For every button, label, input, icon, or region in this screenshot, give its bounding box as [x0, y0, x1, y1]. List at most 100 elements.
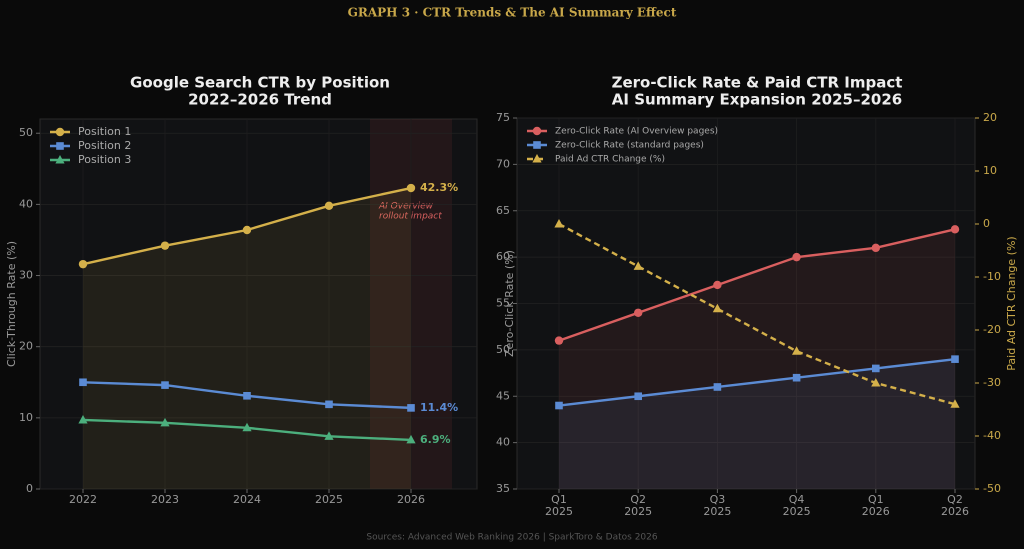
marker [532, 154, 542, 163]
end-label: 42.3% [420, 181, 458, 194]
y2-tick-label: 0 [983, 217, 990, 230]
legend-label: Paid Ad CTR Change (%) [555, 155, 665, 165]
marker [243, 391, 251, 400]
plot-area [39, 118, 478, 490]
marker [634, 392, 642, 401]
y-tick-label: 40 [19, 197, 33, 210]
x-tick-label: 2024 [233, 493, 261, 506]
marker [554, 336, 564, 345]
marker [242, 422, 252, 432]
annotation: AI Overview [378, 202, 434, 212]
marker [554, 219, 564, 228]
y-tick-label: 45 [496, 389, 510, 402]
marker [950, 399, 960, 408]
y-tick-label: 20 [19, 340, 33, 353]
marker [406, 183, 416, 193]
y-tick-label: 50 [19, 126, 33, 139]
y-tick-label: 40 [496, 436, 510, 449]
marker [634, 308, 643, 317]
marker [713, 383, 722, 391]
series-line [558, 222, 956, 406]
y-tick-label: 0 [26, 482, 33, 495]
series-area [83, 188, 411, 489]
y2-tick-label: -30 [983, 376, 1001, 389]
marker [242, 225, 252, 235]
marker [872, 364, 880, 373]
x-tick-label: Q3 [710, 493, 726, 506]
y-tick-label: 75 [496, 111, 510, 124]
marker [633, 261, 643, 270]
marker [325, 400, 333, 409]
y2-tick-label: -20 [983, 323, 1001, 336]
legend-label: Position 1 [78, 125, 131, 138]
marker [78, 259, 88, 269]
marker [324, 201, 334, 211]
x-tick-label: Q2 [947, 493, 963, 506]
y-tick-label: 65 [496, 204, 510, 217]
page-header: GRAPH 3 · CTR Trends & The AI Summary Ef… [348, 6, 677, 20]
marker [407, 404, 415, 412]
y-tick-label: 60 [496, 250, 510, 263]
series-area [559, 359, 955, 489]
y2-tick-label: -10 [983, 270, 1001, 283]
marker [55, 127, 65, 137]
marker [78, 414, 88, 424]
marker [324, 431, 334, 440]
x-tick-label: 2026 [862, 505, 890, 518]
legend-label: Zero-Click Rate (AI Overview pages) [555, 127, 718, 137]
marker [950, 225, 960, 234]
x-tick-label: 2025 [545, 505, 573, 518]
marker [79, 378, 87, 387]
marker [532, 126, 542, 136]
marker [712, 303, 722, 313]
x-tick-label: 2022 [69, 493, 97, 506]
chart-subtitle: 2022–2026 Trend [188, 91, 332, 109]
y-axis-label: Zero-Click Rate (%) [503, 250, 516, 357]
x-tick-label: 2026 [397, 493, 425, 506]
legend-label: Position 3 [78, 153, 131, 166]
legend-label: Zero-Click Rate (standard pages) [555, 141, 704, 151]
series-area [559, 229, 955, 490]
marker [871, 243, 880, 253]
marker [160, 241, 170, 250]
y-tick-label: 50 [496, 343, 510, 356]
legend-label: Position 2 [78, 139, 131, 152]
end-label: 11.4% [420, 401, 458, 414]
y-tick-label: 55 [496, 297, 510, 310]
page-footer: Sources: Advanced Web Ranking 2026 | Spa… [366, 533, 657, 543]
x-tick-label: 2025 [703, 505, 731, 518]
y2-axis-label: Paid Ad CTR Change (%) [1005, 236, 1018, 370]
y-tick-label: 35 [496, 482, 510, 495]
marker [406, 434, 416, 444]
chart-subtitle: AI Summary Expansion 2025–2026 [612, 91, 902, 109]
x-tick-label: 2025 [315, 493, 343, 506]
marker [871, 378, 881, 387]
marker [792, 252, 801, 262]
y2-tick-label: -40 [983, 429, 1001, 442]
x-tick-label: 2025 [624, 505, 652, 518]
marker [160, 417, 170, 427]
x-tick-label: Q2 [630, 493, 646, 506]
marker [792, 346, 802, 355]
chart-title: Google Search CTR by Position [130, 74, 390, 92]
y-tick-label: 10 [19, 411, 33, 424]
marker [55, 155, 65, 164]
y2-tick-label: -50 [983, 482, 1001, 495]
marker [555, 401, 563, 410]
x-tick-label: Q4 [789, 493, 805, 506]
marker [713, 280, 722, 290]
y-axis-label: Click-Through Rate (%) [5, 241, 18, 367]
marker [792, 373, 801, 382]
x-tick-label: 2023 [151, 493, 179, 506]
y-tick-label: 70 [496, 157, 510, 170]
y2-tick-label: 10 [983, 164, 997, 177]
y-tick-label: 30 [19, 269, 33, 282]
x-tick-label: 2026 [941, 505, 969, 518]
series-line [558, 228, 956, 342]
y2-tick-label: 20 [983, 111, 997, 124]
series-line [558, 357, 956, 407]
x-tick-label: 2025 [783, 505, 811, 518]
marker [951, 355, 959, 363]
end-label: 6.9% [420, 433, 451, 446]
